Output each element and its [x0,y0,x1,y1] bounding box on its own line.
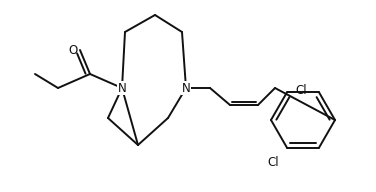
Text: O: O [69,44,78,56]
Text: Cl: Cl [267,156,279,169]
Text: N: N [182,81,190,94]
Text: Cl: Cl [295,84,306,97]
Text: N: N [118,81,126,94]
